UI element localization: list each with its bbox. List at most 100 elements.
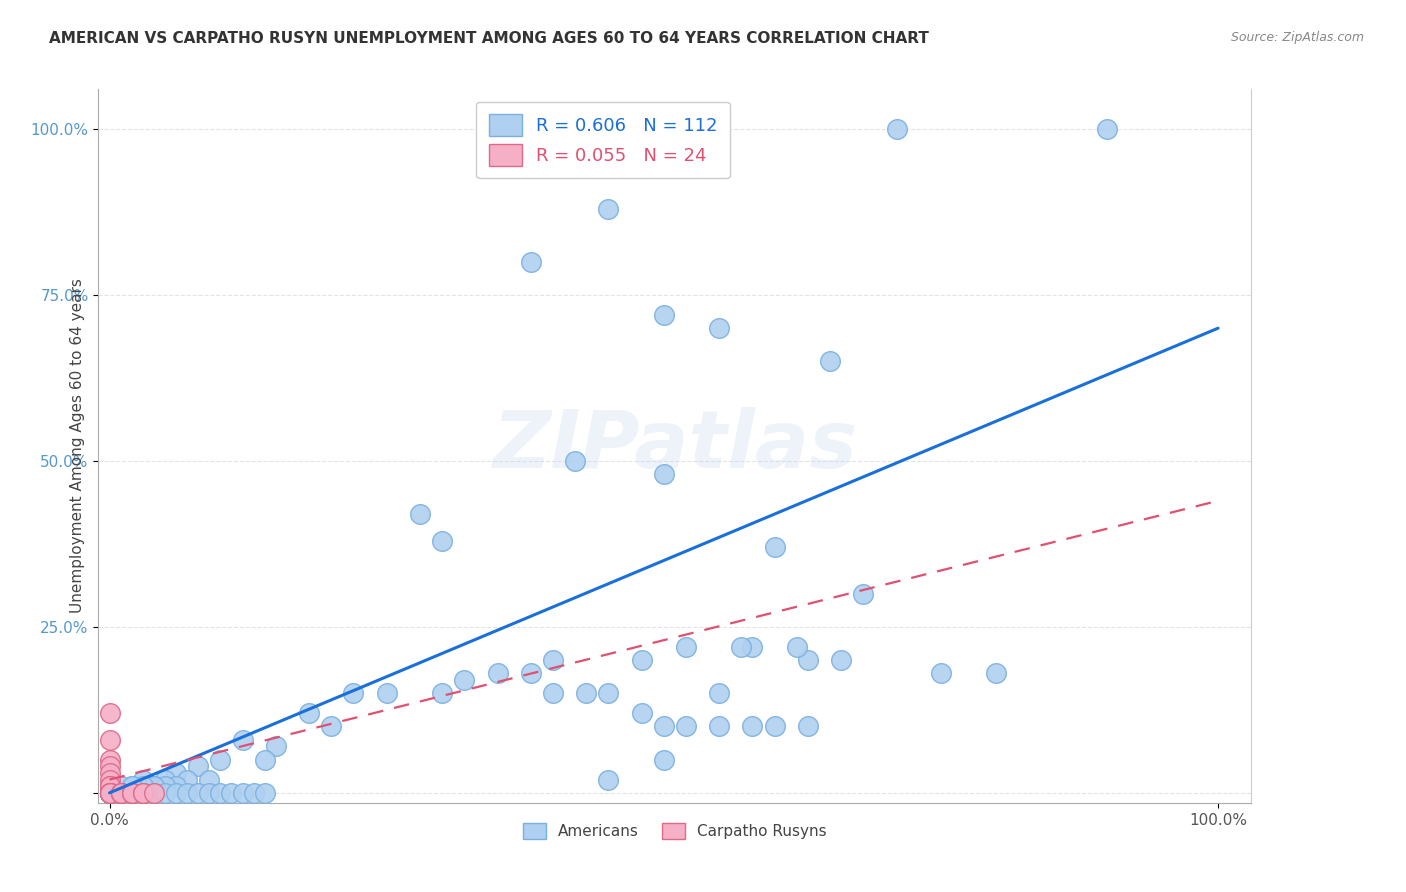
Point — [520, 254, 543, 268]
Point — [886, 122, 908, 136]
Point — [264, 739, 287, 754]
Point — [709, 686, 731, 700]
Point — [98, 786, 121, 800]
Point — [818, 354, 841, 368]
Point — [541, 686, 564, 700]
Point — [98, 786, 121, 800]
Point — [98, 786, 121, 800]
Point — [541, 653, 564, 667]
Point — [929, 666, 952, 681]
Point — [187, 759, 209, 773]
Point — [675, 640, 697, 654]
Point — [110, 786, 132, 800]
Point — [187, 786, 209, 800]
Point — [98, 786, 121, 800]
Point — [98, 786, 121, 800]
Point — [121, 779, 143, 793]
Point — [242, 786, 264, 800]
Point — [98, 786, 121, 800]
Point — [830, 653, 852, 667]
Point — [98, 786, 121, 800]
Point — [121, 786, 143, 800]
Point — [321, 719, 343, 733]
Point — [165, 766, 187, 780]
Point — [110, 779, 132, 793]
Point — [98, 786, 121, 800]
Point — [98, 786, 121, 800]
Point — [797, 719, 820, 733]
Point — [342, 686, 364, 700]
Point — [98, 786, 121, 800]
Point — [786, 640, 808, 654]
Point — [652, 753, 675, 767]
Point — [142, 779, 165, 793]
Point — [110, 786, 132, 800]
Point — [98, 772, 121, 787]
Point — [98, 786, 121, 800]
Point — [986, 666, 1008, 681]
Point — [430, 533, 453, 548]
Point — [132, 772, 155, 787]
Point — [231, 786, 254, 800]
Y-axis label: Unemployment Among Ages 60 to 64 years: Unemployment Among Ages 60 to 64 years — [69, 278, 84, 614]
Point — [253, 786, 276, 800]
Point — [98, 786, 121, 800]
Point — [520, 666, 543, 681]
Point — [98, 753, 121, 767]
Point — [142, 786, 165, 800]
Point — [564, 454, 586, 468]
Point — [121, 786, 143, 800]
Point — [98, 786, 121, 800]
Point — [575, 686, 598, 700]
Point — [98, 786, 121, 800]
Point — [221, 786, 243, 800]
Point — [652, 308, 675, 322]
Point — [98, 786, 121, 800]
Point — [652, 719, 675, 733]
Point — [741, 719, 763, 733]
Point — [121, 786, 143, 800]
Point — [110, 786, 132, 800]
Point — [253, 753, 276, 767]
Point — [209, 753, 232, 767]
Point — [598, 686, 620, 700]
Point — [98, 759, 121, 773]
Point — [98, 779, 121, 793]
Point — [98, 786, 121, 800]
Point — [132, 779, 155, 793]
Point — [98, 786, 121, 800]
Point — [98, 786, 121, 800]
Point — [98, 786, 121, 800]
Point — [98, 786, 121, 800]
Point — [852, 587, 875, 601]
Point — [98, 786, 121, 800]
Text: ZIPatlas: ZIPatlas — [492, 407, 858, 485]
Point — [375, 686, 398, 700]
Point — [741, 640, 763, 654]
Point — [153, 786, 176, 800]
Point — [198, 772, 221, 787]
Point — [142, 786, 165, 800]
Point — [98, 786, 121, 800]
Point — [1097, 122, 1119, 136]
Point — [453, 673, 475, 687]
Point — [298, 706, 321, 721]
Point — [652, 467, 675, 482]
Point — [132, 786, 155, 800]
Point — [98, 779, 121, 793]
Point — [165, 779, 187, 793]
Point — [709, 719, 731, 733]
Point — [98, 786, 121, 800]
Point — [598, 772, 620, 787]
Point — [98, 786, 121, 800]
Point — [121, 779, 143, 793]
Point — [198, 786, 221, 800]
Point — [98, 786, 121, 800]
Point — [409, 507, 432, 521]
Point — [98, 786, 121, 800]
Point — [430, 686, 453, 700]
Point — [165, 786, 187, 800]
Point — [142, 779, 165, 793]
Point — [709, 321, 731, 335]
Point — [730, 640, 752, 654]
